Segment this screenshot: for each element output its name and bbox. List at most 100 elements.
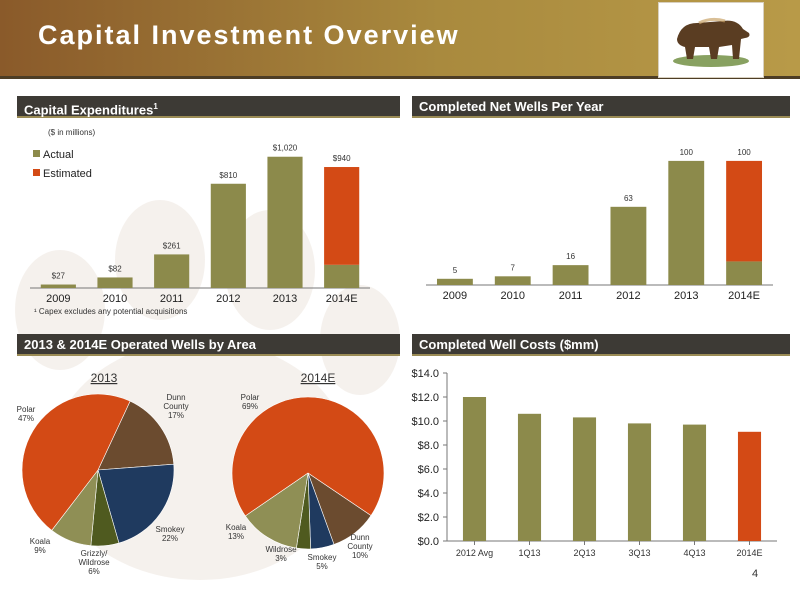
pie-slice-smokey [97, 463, 175, 544]
bar-actual-2011 [552, 265, 589, 285]
data-label-2012: 63 [624, 194, 633, 203]
capex-units-note: ($ in millions) [48, 128, 96, 137]
x-tick-label-2010: 2010 [103, 293, 127, 305]
bar-well-cost-4Q13 [682, 424, 707, 541]
pie-slice-polar [21, 393, 131, 531]
bar-actual-2012 [210, 183, 246, 288]
x-tick-label-2013: 2013 [674, 290, 698, 302]
bar-actual-2009 [436, 278, 473, 285]
y-tick-label: $10.0 [411, 416, 439, 428]
pie-label-koala: Koala 9% [30, 537, 51, 555]
wells-panel-header: Completed Net Wells Per Year [412, 96, 790, 118]
bar-actual-2013 [267, 156, 303, 288]
page-number: 4 [752, 568, 759, 580]
data-label-2014E: $940 [333, 154, 351, 163]
costs-panel-header: Completed Well Costs ($mm) [412, 334, 790, 356]
bar-well-cost-3Q13 [627, 423, 652, 541]
pie-label-grizzly_wildrose: Wildrose 3% [265, 545, 297, 563]
x-tick-label-2013: 2013 [273, 293, 297, 305]
x-tick-label-2011: 2011 [160, 293, 184, 305]
x-tick-label-2009: 2009 [46, 293, 70, 305]
costs-panel-title: Completed Well Costs ($mm) [419, 337, 599, 352]
x-tick-label-2014E: 2014E [728, 290, 760, 302]
legend-swatch-actual [33, 150, 40, 157]
bar-actual-2010 [494, 276, 531, 285]
x-tick-label-1Q13: 1Q13 [518, 548, 540, 558]
y-tick-label: $12.0 [411, 392, 439, 404]
pie-label-polar: Polar 47% [17, 405, 36, 423]
data-label-2010: $82 [108, 264, 122, 273]
areas-panel-title: 2013 & 2014E Operated Wells by Area [24, 337, 256, 352]
bar-well-cost-2012-Avg [462, 397, 487, 541]
pie-label-grizzly_wildrose: Grizzly/Wildrose 6% [78, 549, 110, 576]
bear-logo-icon [673, 17, 750, 67]
bar-well-cost-1Q13 [517, 413, 542, 541]
y-tick-label: $0.0 [418, 536, 439, 548]
capex-footnote-marker: 1 [153, 102, 158, 111]
data-label-2009: 5 [453, 266, 458, 275]
bar-actual-2014E [726, 261, 763, 285]
bar-actual-2011 [154, 254, 190, 288]
pie-label-koala: Koala 13% [226, 523, 247, 541]
x-tick-label-4Q13: 4Q13 [683, 548, 705, 558]
x-tick-label-2009: 2009 [443, 290, 467, 302]
header-rule [0, 76, 800, 79]
bar-estimated-2014E [324, 167, 360, 265]
y-tick-label: $8.0 [418, 440, 439, 452]
y-tick-label: $4.0 [418, 488, 439, 500]
data-label-2012: $810 [219, 171, 237, 180]
legend-swatch-estimated [33, 169, 40, 176]
y-tick-label: $2.0 [418, 512, 439, 524]
y-tick-label: $14.0 [411, 368, 439, 380]
page-title: Capital Investment Overview [38, 20, 460, 50]
bar-actual-2010 [97, 277, 133, 288]
capex-panel-title: Capital Expenditures [24, 102, 154, 118]
bar-estimated-2014E [726, 160, 763, 262]
wells-panel-title: Completed Net Wells Per Year [419, 99, 604, 114]
data-label-2011: $261 [163, 241, 181, 250]
data-label-2014E: 100 [737, 148, 751, 157]
bar-actual-2014E [324, 264, 360, 288]
pie-title: 2013 [91, 371, 118, 385]
data-label-2009: $27 [52, 272, 66, 281]
x-tick-label-2014E: 2014E [736, 548, 762, 558]
areas-panel-header: 2013 & 2014E Operated Wells by Area [17, 334, 400, 356]
pie-slice-koala [244, 472, 309, 549]
bar-well-cost-2014E [737, 431, 762, 541]
capex-footnote: ¹ Capex excludes any potential acquisiti… [34, 307, 188, 316]
legend-label-actual: Actual [43, 149, 74, 161]
pie-label-polar: Polar 69% [241, 393, 260, 411]
x-tick-label-2012: 2012 [216, 293, 240, 305]
pie-label-smokey: Smokey 5% [308, 553, 337, 571]
x-tick-label-2012: 2012 [616, 290, 640, 302]
bar-well-cost-2Q13 [572, 417, 597, 541]
data-label-2013: $1,020 [273, 144, 298, 153]
pie-slice-polar [231, 396, 385, 517]
company-logo [658, 2, 764, 78]
pie-label-dunn_county: Dunn County 10% [347, 533, 372, 560]
pie-title: 2014E [301, 371, 336, 385]
pie-label-dunn_county: Dunn County 17% [163, 393, 188, 420]
bar-actual-2012 [610, 206, 647, 285]
x-tick-label-3Q13: 3Q13 [628, 548, 650, 558]
capex-panel-header: Capital Expenditures1 [17, 96, 400, 118]
x-tick-label-2012-Avg: 2012 Avg [456, 548, 493, 558]
legend-label-estimated: Estimated [43, 168, 92, 180]
bar-actual-2013 [668, 160, 705, 285]
data-label-2011: 16 [566, 252, 575, 261]
x-tick-label-2Q13: 2Q13 [573, 548, 595, 558]
data-label-2010: 7 [511, 263, 516, 272]
pie-slice-dunn_county [97, 400, 175, 471]
pie-label-smokey: Smokey 22% [156, 525, 185, 543]
y-tick-label: $6.0 [418, 464, 439, 476]
bar-actual-2009 [40, 284, 76, 288]
x-tick-label-2014E: 2014E [326, 293, 358, 305]
data-label-2013: 100 [680, 148, 694, 157]
x-tick-label-2010: 2010 [501, 290, 525, 302]
x-tick-label-2011: 2011 [559, 290, 583, 302]
